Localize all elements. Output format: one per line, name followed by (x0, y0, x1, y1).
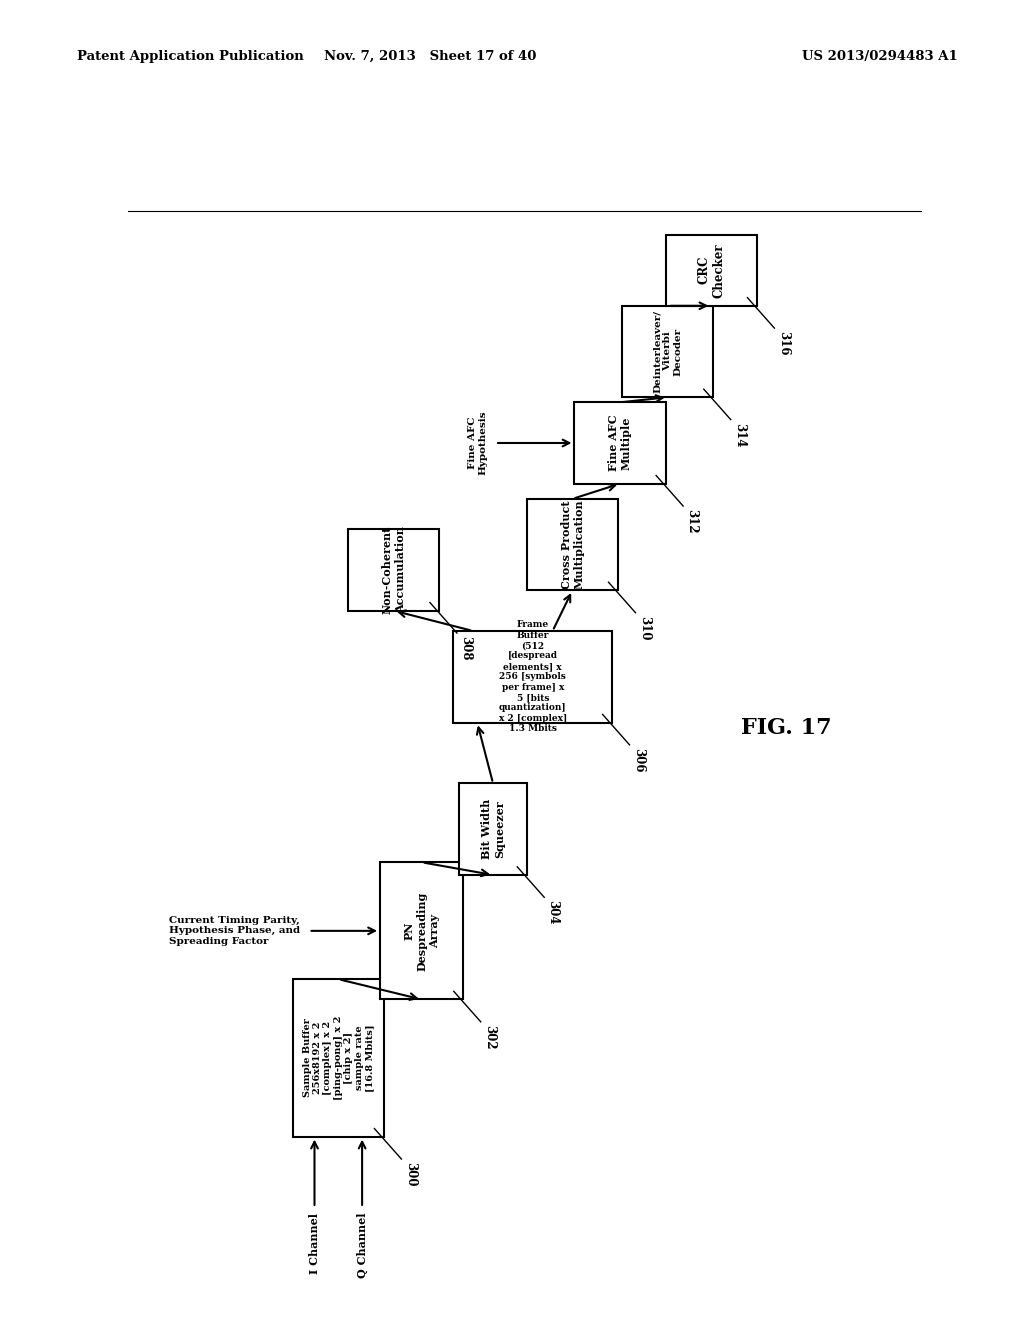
Text: CRC
Checker: CRC Checker (697, 243, 725, 297)
Text: Fine AFC
Multiple: Fine AFC Multiple (608, 414, 632, 471)
Text: Nov. 7, 2013   Sheet 17 of 40: Nov. 7, 2013 Sheet 17 of 40 (324, 50, 537, 63)
Text: Q Channel: Q Channel (356, 1213, 368, 1278)
Text: Current Timing Parity,
Hypothesis Phase, and
Spreading Factor: Current Timing Parity, Hypothesis Phase,… (170, 916, 301, 945)
Text: FIG. 17: FIG. 17 (741, 717, 833, 739)
Text: 302: 302 (483, 1024, 497, 1049)
Text: 314: 314 (733, 422, 746, 447)
Text: US 2013/0294483 A1: US 2013/0294483 A1 (802, 50, 957, 63)
Text: Deinterleaver/
Viterbi
Decoder: Deinterleaver/ Viterbi Decoder (652, 310, 683, 393)
Text: Fine AFC
Hypothesis: Fine AFC Hypothesis (468, 411, 487, 475)
Text: 310: 310 (638, 616, 651, 640)
Bar (293, 979, 384, 1137)
Text: 304: 304 (547, 900, 560, 925)
Text: Frame
Buffer
(512
[despread
elements] x
256 [symbols
per frame] x
5 [bits
quanti: Frame Buffer (512 [despread elements] x … (499, 620, 567, 734)
Text: I Channel: I Channel (309, 1213, 319, 1274)
Text: 316: 316 (777, 331, 790, 355)
Text: 308: 308 (460, 636, 472, 660)
Text: Patent Application Publication: Patent Application Publication (77, 50, 303, 63)
Bar (380, 862, 463, 999)
Bar (666, 235, 757, 306)
Text: Non-Coherent
Accumulation: Non-Coherent Accumulation (382, 525, 406, 614)
Text: PN
Despreading
Array: PN Despreading Array (403, 891, 440, 970)
Bar (526, 499, 618, 590)
Text: Cross Product
Multiplication: Cross Product Multiplication (560, 500, 585, 590)
Bar (574, 403, 666, 483)
Bar (460, 784, 526, 875)
Text: 306: 306 (632, 748, 645, 772)
Text: Sample Buffer
256x8192 x 2
[complex] x 2
[ping-pong] x 2
[chip x 2]
sample rate
: Sample Buffer 256x8192 x 2 [complex] x 2… (303, 1015, 374, 1100)
Bar (348, 529, 439, 611)
Text: Bit Width
Squeezer: Bit Width Squeezer (481, 799, 505, 859)
Bar (622, 306, 714, 397)
Bar (454, 631, 612, 722)
Text: 300: 300 (403, 1162, 417, 1187)
Text: 312: 312 (685, 510, 698, 533)
